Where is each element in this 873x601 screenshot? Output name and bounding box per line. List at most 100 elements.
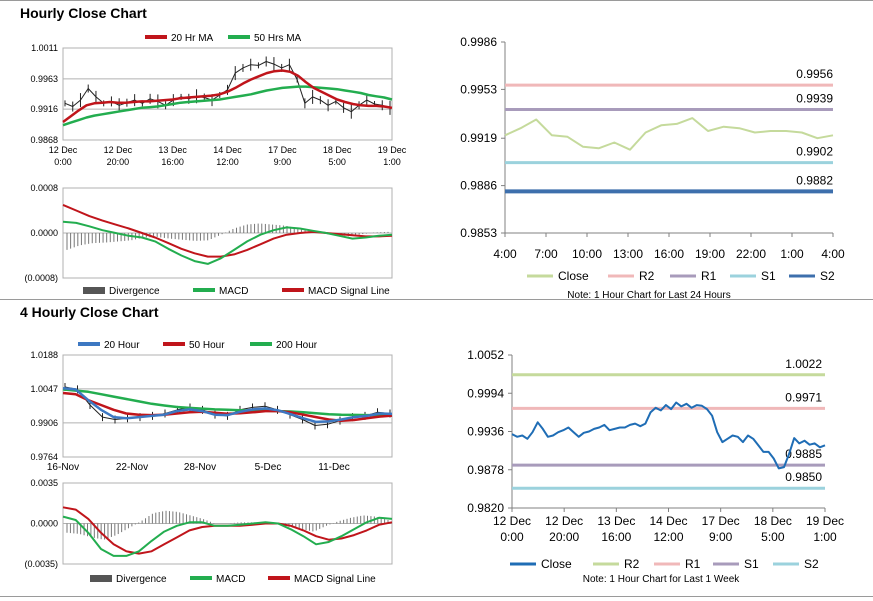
hourly-pivot-level-label-r1: 0.9939 bbox=[796, 91, 833, 105]
four-hourly-pivot-level-label-r2: 1.0022 bbox=[785, 357, 822, 371]
hourly-pivot-xtick: 7:00 bbox=[534, 247, 558, 261]
four-hourly-pivot-ytick: 0.9994 bbox=[467, 386, 504, 400]
hourly-price-xtick-date: 17 Dec bbox=[268, 145, 297, 155]
four-hourly-pivot-xtick-time: 12:00 bbox=[653, 530, 683, 544]
hourly-price-xtick-time: 0:00 bbox=[54, 157, 72, 167]
four-hourly-pivot-xtick-time: 0:00 bbox=[500, 530, 524, 544]
legend-hourly-macd-signal-label: MACD Signal Line bbox=[308, 286, 390, 297]
four-hourly-section-title: 4 Hourly Close Chart bbox=[20, 304, 159, 320]
hourly-macd-signal-line bbox=[62, 203, 393, 258]
four-hourly-pivot-legend-label: S2 bbox=[804, 557, 819, 571]
hourly-pivot-xtick: 4:00 bbox=[493, 247, 517, 261]
four-hourly-price-xtick: 5-Dec bbox=[255, 462, 282, 473]
hourly-price-xtick-date: 19 Dec bbox=[378, 145, 407, 155]
legend-4h-divergence-label: Divergence bbox=[116, 574, 167, 585]
four-hourly-pivot-xtick-time: 9:00 bbox=[709, 530, 733, 544]
hourly-pivot-ytick: 0.9919 bbox=[460, 131, 497, 145]
hourly-price-xtick-date: 12 Dec bbox=[49, 145, 78, 155]
four-hourly-pivot-legend-label: S1 bbox=[744, 557, 759, 571]
hourly-pivot-ytick: 0.9886 bbox=[460, 179, 497, 193]
four-hourly-pivot-close-line bbox=[511, 401, 826, 470]
hourly-price-xtick-date: 12 Dec bbox=[104, 145, 133, 155]
four-hourly-pivot-xtick-date: 12 Dec bbox=[493, 514, 531, 528]
legend-20-hour-label: 20 Hour bbox=[104, 340, 140, 351]
four-hourly-pivot-xtick-time: 5:00 bbox=[761, 530, 785, 544]
hourly-pivot-legend-label: R2 bbox=[639, 269, 655, 283]
four-hourly-20-hour-line bbox=[62, 386, 393, 424]
top-separator bbox=[0, 0, 873, 1]
hourly-price-ytick: 0.9916 bbox=[30, 104, 58, 114]
hourly-pivot-close-line bbox=[504, 117, 834, 151]
four-hourly-pivot-level-label-s1: 0.9885 bbox=[785, 447, 822, 461]
four-hourly-pivot-ytick: 1.0052 bbox=[467, 348, 504, 362]
four-hourly-price-ytick: 0.9764 bbox=[30, 452, 58, 462]
hourly-price-xtick-time: 1:00 bbox=[383, 157, 401, 167]
hourly-pivot-xtick: 4:00 bbox=[821, 247, 845, 261]
four-hourly-pivot-ytick: 0.9820 bbox=[467, 501, 504, 515]
four-hourly-pivot-xtick-time: 1:00 bbox=[813, 530, 837, 544]
hourly-section-title: Hourly Close Chart bbox=[20, 5, 147, 21]
hourly-pivot-ytick: 0.9986 bbox=[460, 35, 497, 49]
four-hourly-pivot-level-label-s2: 0.9850 bbox=[785, 470, 822, 484]
hourly-price-xtick-date: 18 Dec bbox=[323, 145, 352, 155]
four-hourly-pivot-note: Note: 1 Hour Chart for Last 1 Week bbox=[583, 574, 741, 585]
bottom-separator bbox=[0, 596, 873, 597]
four-hourly-pivot-xtick-date: 18 Dec bbox=[754, 514, 792, 528]
hourly-pivot-level-label-s2: 0.9882 bbox=[796, 173, 833, 187]
four-hourly-pivot-xtick-time: 20:00 bbox=[549, 530, 579, 544]
four-hourly-pivot-ytick: 0.9936 bbox=[467, 425, 504, 439]
four-hourly-macd-ytick: (0.0035) bbox=[24, 559, 58, 569]
four-hourly-pivot-xtick-date: 19 Dec bbox=[806, 514, 844, 528]
hourly-pivot-xtick: 19:00 bbox=[695, 247, 725, 261]
four-hourly-price-xtick: 11-Dec bbox=[318, 462, 350, 473]
hourly-macd-line bbox=[62, 220, 393, 265]
hourly-price-xtick-date: 14 Dec bbox=[213, 145, 242, 155]
middle-separator bbox=[0, 299, 873, 300]
hourly-price-ytick: 0.9963 bbox=[30, 74, 58, 84]
four-hourly-price-ytick: 1.0047 bbox=[30, 384, 58, 394]
legend-4h-divergence-swatch bbox=[90, 575, 112, 582]
hourly-pivot-xtick: 13:00 bbox=[613, 247, 643, 261]
legend-50-hour-label: 50 Hour bbox=[189, 340, 225, 351]
four-hourly-pivot-legend-label: R1 bbox=[685, 557, 701, 571]
four-hourly-pivot-legend-label: R2 bbox=[624, 557, 640, 571]
hourly-pivot-xtick: 10:00 bbox=[572, 247, 602, 261]
four-hourly-price-ytick: 1.0188 bbox=[30, 350, 58, 360]
four-hourly-macd-ytick: 0.0000 bbox=[30, 519, 58, 529]
hourly-pivot-ytick: 0.9953 bbox=[460, 82, 497, 96]
four-hourly-price-xtick: 22-Nov bbox=[116, 462, 148, 473]
hourly-price-xtick-time: 9:00 bbox=[274, 157, 292, 167]
hourly-pivot-xtick: 16:00 bbox=[654, 247, 684, 261]
four-hourly-pivot-xtick-time: 16:00 bbox=[601, 530, 631, 544]
hourly-pivot-level-label-r2: 0.9956 bbox=[796, 67, 833, 81]
four-hourly-pivot-xtick-date: 17 Dec bbox=[702, 514, 740, 528]
four-hourly-price-xtick: 16-Nov bbox=[47, 462, 79, 473]
hourly-price-ytick: 1.0011 bbox=[31, 43, 58, 53]
hourly-price-xtick-time: 12:00 bbox=[216, 157, 239, 167]
legend-20hr-ma-label: 20 Hr MA bbox=[171, 33, 214, 44]
hourly-price-ytick: 0.9868 bbox=[30, 135, 58, 145]
hourly-price-xtick-time: 20:00 bbox=[107, 157, 130, 167]
four-hourly-price-ytick: 0.9906 bbox=[30, 418, 58, 428]
four-hourly-macd-ytick: 0.0035 bbox=[30, 478, 58, 488]
legend-200-hour-label: 200 Hour bbox=[276, 340, 318, 351]
hourly-price-xtick-time: 16:00 bbox=[161, 157, 184, 167]
hourly-macd-ytick: (0.0008) bbox=[24, 273, 58, 283]
four-hourly-pivot-level-label-r1: 0.9971 bbox=[785, 390, 822, 404]
hourly-pivot-ytick: 0.9853 bbox=[460, 226, 497, 240]
hourly-50hr-ma-line bbox=[62, 85, 393, 127]
four-hourly-pivot-xtick-date: 12 Dec bbox=[545, 514, 583, 528]
hourly-pivot-legend-label: S1 bbox=[761, 269, 776, 283]
four-hourly-macd-signal-line bbox=[62, 506, 393, 555]
hourly-pivot-xtick: 22:00 bbox=[736, 247, 766, 261]
hourly-pivot-legend-label: S2 bbox=[820, 269, 835, 283]
hourly-pivot-legend-label: Close bbox=[558, 269, 589, 283]
hourly-price-series-line bbox=[64, 61, 391, 113]
four-hourly-pivot-xtick-date: 13 Dec bbox=[597, 514, 635, 528]
hourly-macd-ytick: 0.0008 bbox=[30, 183, 58, 193]
legend-4h-macd-signal-label: MACD Signal Line bbox=[294, 574, 376, 585]
four-hourly-price-xtick: 28-Nov bbox=[184, 462, 216, 473]
four-hourly-macd-line bbox=[62, 515, 393, 557]
four-hourly-pivot-legend-label: Close bbox=[541, 557, 572, 571]
